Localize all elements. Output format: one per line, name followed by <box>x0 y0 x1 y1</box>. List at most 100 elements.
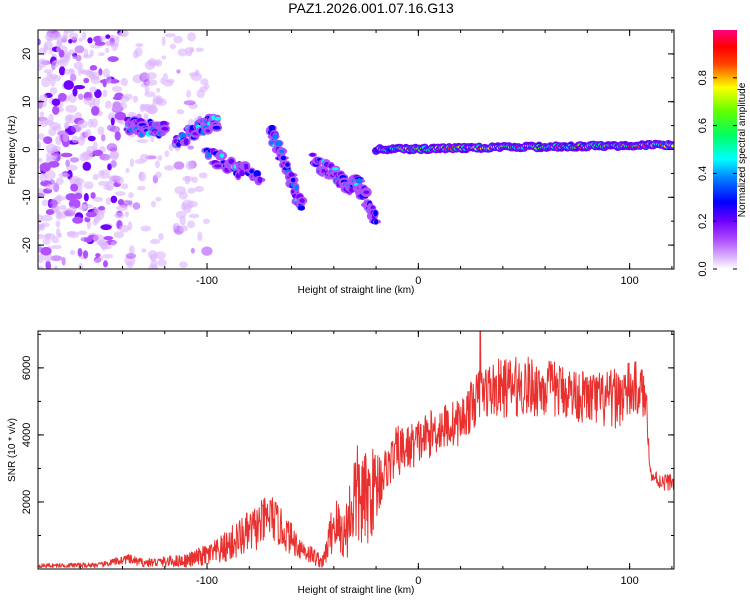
heatmap-cell <box>195 47 204 52</box>
heatmap-cell <box>106 143 118 152</box>
heatmap-cell <box>61 256 66 266</box>
heatmap-cell <box>182 175 194 182</box>
heatmap-cell <box>59 204 67 211</box>
heatmap-cell <box>180 202 187 211</box>
heatmap-cell <box>94 41 106 46</box>
heatmap-cell <box>297 205 306 211</box>
heatmap-cell <box>39 111 45 118</box>
heatmap-xtick-label: 100 <box>620 275 638 287</box>
heatmap-cell <box>64 114 76 124</box>
heatmap-cell <box>40 246 52 256</box>
heatmap-cell <box>102 89 108 98</box>
heatmap-cell <box>214 164 222 168</box>
heatmap-cell <box>111 41 119 51</box>
heatmap-cell <box>68 206 77 213</box>
heatmap-cell <box>197 231 203 242</box>
heatmap-cell <box>179 261 188 269</box>
heatmap-cell <box>176 108 185 115</box>
heatmap-cell <box>105 34 111 39</box>
heatmap-cell <box>279 149 285 153</box>
heatmap-cell <box>147 58 157 67</box>
heatmap-cell <box>83 97 96 106</box>
heatmap-cell <box>268 124 276 132</box>
heatmap-cell <box>38 133 45 141</box>
heatmap-cell <box>98 68 103 76</box>
snr-xtick-label: 0 <box>415 575 421 587</box>
snr-ytick-label: 6000 <box>21 356 33 380</box>
heatmap-cell <box>187 220 196 229</box>
heatmap-cell <box>38 192 45 198</box>
heatmap-cell <box>44 169 56 180</box>
heatmap-cell <box>100 224 112 231</box>
heatmap-cell <box>99 241 109 250</box>
colorbar-tick-label: 0.4 <box>697 166 709 181</box>
heatmap-cell <box>85 211 97 218</box>
heatmap-ytick-label: -10 <box>21 189 33 205</box>
heatmap-cell <box>140 225 152 232</box>
heatmap-xtick-label: 0 <box>415 275 421 287</box>
heatmap-cell <box>92 234 105 243</box>
heatmap-cell <box>212 125 221 130</box>
heatmap-cell <box>40 214 53 222</box>
heatmap-cell <box>83 181 94 190</box>
colorbar-ticks: 0.0 0.2 0.4 0.6 0.8 <box>697 70 737 277</box>
heatmap-cell <box>52 105 60 115</box>
heatmap-cell <box>38 99 43 110</box>
heatmap-cell <box>202 218 211 224</box>
heatmap-cell <box>156 87 161 93</box>
heatmap-cell <box>64 30 75 34</box>
heatmap-cell <box>249 169 255 174</box>
heatmap-cell <box>162 80 174 87</box>
heatmap-cell <box>114 212 125 219</box>
heatmap-cell <box>45 183 55 191</box>
heatmap-cell <box>116 176 124 185</box>
heatmap-cell <box>164 150 170 158</box>
colorbar-tick-label: 0.0 <box>697 261 709 276</box>
heatmap-cell <box>79 152 90 162</box>
heatmap-cell <box>72 54 77 59</box>
heatmap-cell <box>87 37 93 44</box>
heatmap-cell <box>53 265 58 269</box>
heatmap-cell <box>161 126 169 131</box>
heatmap-cell <box>69 249 76 256</box>
heatmap-cell <box>155 196 162 202</box>
heatmap-cell <box>177 48 188 57</box>
heatmap-cell <box>47 161 60 168</box>
heatmap-cell <box>77 247 83 257</box>
heatmap-cell <box>114 191 126 197</box>
heatmap-cell <box>110 117 115 126</box>
heatmap-cell <box>169 43 176 50</box>
heatmap-cell <box>132 202 141 210</box>
heatmap-cell <box>173 35 183 44</box>
heatmap-cell <box>103 260 108 268</box>
colorbar: 0.0 0.2 0.4 0.6 0.8 Normalized spectral ampl… <box>697 30 748 277</box>
heatmap-cell <box>53 182 60 193</box>
heatmap-cell <box>51 145 62 152</box>
heatmap-cell <box>110 195 118 204</box>
heatmap-cell <box>115 35 120 44</box>
heatmap-cell <box>190 247 195 254</box>
snr-xtick-label: 100 <box>620 575 638 587</box>
heatmap-cell <box>82 161 92 171</box>
heatmap-cell <box>73 61 83 70</box>
heatmap-cell <box>43 40 53 51</box>
heatmap-cell <box>332 167 339 171</box>
heatmap-cell <box>142 104 154 113</box>
heatmap-cell <box>92 173 99 181</box>
heatmap-cell <box>119 224 130 233</box>
heatmap-cell <box>194 69 200 76</box>
heatmap-cell <box>176 141 182 147</box>
heatmap-cell <box>98 52 105 57</box>
heatmap-cell <box>38 157 43 163</box>
heatmap-cell <box>73 84 85 90</box>
heatmap-cell <box>290 177 296 183</box>
heatmap-cell <box>93 35 103 43</box>
heatmap-cell <box>161 55 167 60</box>
heatmap-cell <box>38 233 45 240</box>
heatmap-cell <box>51 98 61 106</box>
heatmap-cell <box>214 116 222 121</box>
heatmap-cell <box>45 209 55 216</box>
heatmap-cell <box>81 31 87 40</box>
heatmap-ytick-label: -20 <box>21 237 33 253</box>
